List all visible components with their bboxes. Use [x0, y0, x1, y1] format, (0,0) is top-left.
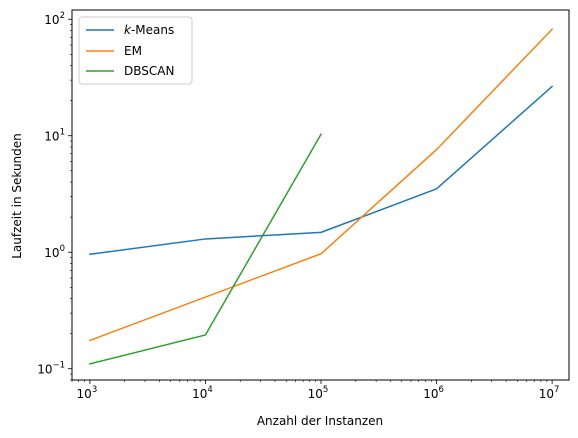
legend-label-kmeans-name: -Means	[131, 23, 174, 37]
y-tick-label: 101	[44, 128, 65, 144]
legend-label-kmeans: k-Means	[124, 23, 174, 37]
x-tick-label: 103	[77, 385, 98, 401]
x-axis-label: Anzahl der Instanzen	[257, 414, 383, 428]
series-line-kmeans	[89, 85, 554, 256]
legend-box	[78, 16, 193, 85]
x-tick-label: 105	[308, 385, 329, 401]
series-line-dbscan	[88, 133, 323, 365]
major-ticks-group: 103 104 105 106 107 10−1 100 101 102	[37, 11, 559, 401]
legend: k-Means EM DBSCAN	[78, 16, 193, 85]
y-tick-label: 10−1	[37, 361, 65, 377]
plot-series-group	[88, 28, 554, 365]
legend-label-em: EM	[124, 44, 142, 58]
legend-label-dbscan: DBSCAN	[124, 64, 174, 78]
x-tick-label: 107	[539, 385, 560, 401]
y-axis-label: Laufzeit in Sekunden	[10, 133, 24, 259]
x-tick-label: 104	[192, 385, 213, 401]
legend-label-kmeans-prefix: k	[124, 23, 132, 37]
x-tick-label: 106	[423, 385, 444, 401]
plot-frame	[71, 9, 570, 381]
y-tick-label: 102	[44, 11, 65, 27]
y-tick-label: 100	[44, 244, 65, 260]
series-line-em	[88, 28, 554, 342]
